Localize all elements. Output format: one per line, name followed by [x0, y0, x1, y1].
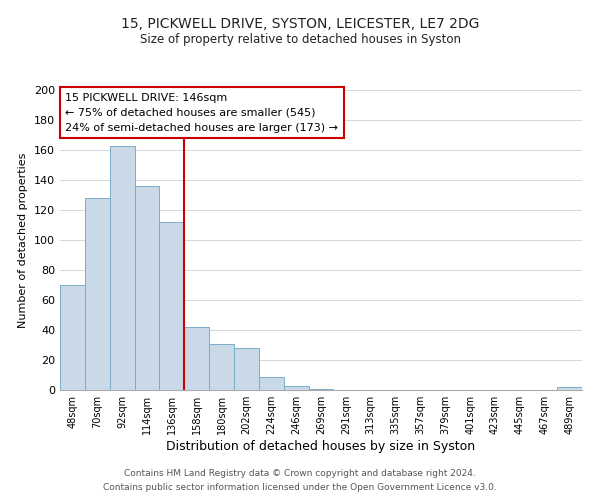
Bar: [110, 146, 134, 390]
Bar: [557, 387, 582, 390]
Text: Contains public sector information licensed under the Open Government Licence v3: Contains public sector information licen…: [103, 484, 497, 492]
Text: 15, PICKWELL DRIVE, SYSTON, LEICESTER, LE7 2DG: 15, PICKWELL DRIVE, SYSTON, LEICESTER, L…: [121, 18, 479, 32]
Y-axis label: Number of detached properties: Number of detached properties: [19, 152, 28, 328]
Text: Size of property relative to detached houses in Syston: Size of property relative to detached ho…: [139, 32, 461, 46]
Bar: [284, 386, 308, 390]
Bar: [85, 198, 110, 390]
Bar: [234, 348, 259, 390]
Bar: [308, 388, 334, 390]
X-axis label: Distribution of detached houses by size in Syston: Distribution of detached houses by size …: [166, 440, 476, 453]
Bar: [259, 376, 284, 390]
Bar: [134, 186, 160, 390]
Bar: [160, 222, 184, 390]
Bar: [184, 327, 209, 390]
Bar: [60, 285, 85, 390]
Text: 15 PICKWELL DRIVE: 146sqm
← 75% of detached houses are smaller (545)
24% of semi: 15 PICKWELL DRIVE: 146sqm ← 75% of detac…: [65, 93, 338, 132]
Text: Contains HM Land Registry data © Crown copyright and database right 2024.: Contains HM Land Registry data © Crown c…: [124, 468, 476, 477]
Bar: [209, 344, 234, 390]
